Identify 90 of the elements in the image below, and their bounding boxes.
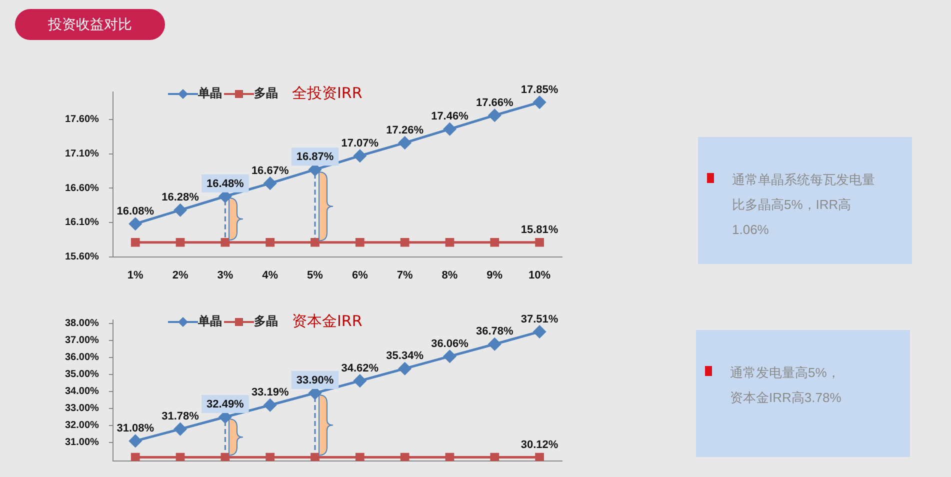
- data-label: 31.78%: [162, 410, 200, 423]
- y-tick-label: 33.00%: [64, 403, 100, 414]
- point: [354, 150, 366, 162]
- point: [535, 238, 544, 247]
- point: [354, 374, 366, 388]
- data-label: 34.62%: [341, 362, 379, 374]
- data-label: 16.67%: [251, 164, 289, 177]
- y-tick-label: 15.60%: [64, 252, 100, 263]
- point: [130, 238, 140, 247]
- data-label: 37.51%: [520, 313, 558, 326]
- legend-label: 单晶: [198, 85, 222, 102]
- point: [266, 238, 275, 247]
- x-tick-label: 6%: [352, 269, 368, 282]
- data-label: 33.90%: [296, 374, 334, 387]
- point: [443, 350, 456, 363]
- point: [176, 238, 185, 247]
- point: [264, 398, 276, 412]
- text: 通常发电量高5%，资本金IRR高3.78%: [730, 364, 842, 407]
- point: [176, 452, 185, 461]
- point: [220, 238, 230, 247]
- point: [443, 122, 456, 136]
- x-tick-label: 3%: [217, 269, 234, 282]
- point: [174, 204, 187, 216]
- y-tick-label: 36.00%: [64, 352, 100, 364]
- data-label: 16.08%: [116, 205, 154, 218]
- data-label: 35.34%: [386, 350, 424, 362]
- data-label: 17.85%: [520, 84, 558, 96]
- x-tick-label: 1%: [127, 269, 144, 282]
- y-tick-label: 16.10%: [64, 217, 100, 228]
- data-label: 36.78%: [476, 326, 514, 338]
- point: [264, 177, 276, 190]
- point: [355, 238, 364, 247]
- data-label: 16.48%: [206, 178, 244, 190]
- chart-title: 全投资IRR: [292, 84, 362, 103]
- data-label: 31.08%: [116, 422, 154, 434]
- text: 投资收益对比: [15, 9, 165, 40]
- data-label: 36.06%: [431, 338, 469, 350]
- point: [129, 434, 142, 448]
- point: [174, 422, 187, 436]
- y-tick-label: 17.60%: [64, 114, 100, 126]
- data-label: 33.19%: [251, 386, 289, 399]
- point: [398, 362, 412, 375]
- point: [445, 238, 454, 247]
- point: [310, 238, 320, 247]
- y-tick-label: 37.00%: [64, 335, 100, 346]
- point: [130, 452, 140, 461]
- point: [129, 218, 142, 230]
- point: [266, 452, 275, 461]
- x-tick-label: 2%: [172, 269, 188, 282]
- point: [445, 452, 454, 461]
- data-label: 15.81%: [520, 224, 558, 236]
- point: [535, 452, 544, 461]
- text: 通常单晶系统每瓦发电量比多晶高5%，IRR高1.06%: [732, 171, 876, 239]
- point: [490, 452, 500, 461]
- point: [490, 238, 500, 247]
- point: [533, 325, 546, 338]
- x-tick-label: 10%: [528, 269, 551, 282]
- point: [220, 452, 230, 461]
- y-tick-label: 35.00%: [64, 369, 100, 380]
- x-tick-label: 8%: [442, 269, 458, 282]
- y-tick-label: 38.00%: [64, 318, 100, 330]
- chart-title: 资本金IRR: [292, 312, 362, 331]
- y-tick-label: 31.00%: [64, 437, 100, 448]
- point: [400, 238, 410, 247]
- x-tick-label: 4%: [262, 269, 278, 282]
- y-tick-label: 17.10%: [64, 148, 100, 160]
- data-label: 16.28%: [162, 192, 200, 204]
- x-tick-label: 9%: [486, 269, 503, 282]
- data-label: 16.87%: [296, 151, 334, 164]
- legend-label: 多晶: [254, 85, 278, 102]
- x-tick-label: 5%: [307, 269, 324, 282]
- point: [355, 452, 364, 461]
- data-label: 17.26%: [386, 124, 424, 136]
- point: [398, 136, 412, 150]
- data-label: 17.66%: [476, 96, 514, 109]
- point: [488, 338, 501, 350]
- y-tick-label: 34.00%: [64, 386, 100, 398]
- legend-label: 多晶: [254, 313, 278, 330]
- data-label: 30.12%: [520, 438, 558, 451]
- data-label: 17.46%: [431, 110, 469, 123]
- point: [400, 452, 410, 461]
- y-tick-label: 16.60%: [64, 182, 100, 194]
- point: [310, 452, 320, 461]
- y-tick-label: 32.00%: [64, 420, 100, 432]
- legend-label: 单晶: [198, 313, 222, 330]
- data-label: 17.07%: [341, 137, 379, 150]
- point: [488, 109, 501, 122]
- point: [533, 96, 546, 109]
- data-label: 32.49%: [206, 398, 244, 411]
- x-tick-label: 7%: [396, 269, 413, 282]
